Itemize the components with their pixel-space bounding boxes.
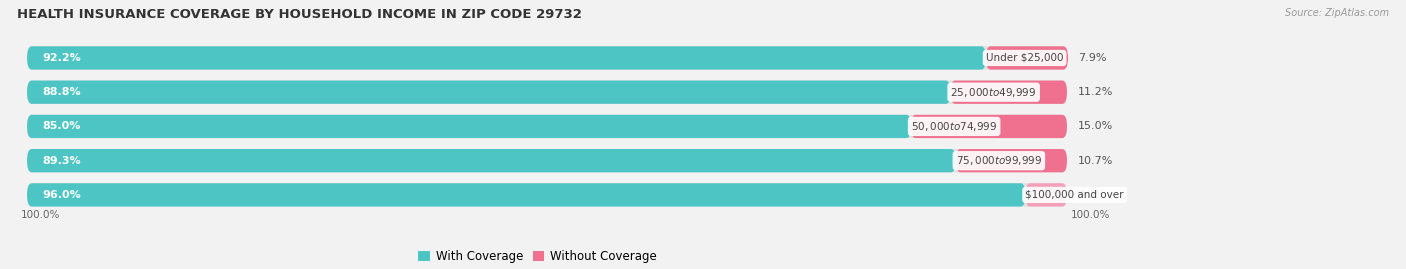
FancyBboxPatch shape [27, 183, 1067, 207]
Text: 7.9%: 7.9% [1078, 53, 1107, 63]
Text: 10.7%: 10.7% [1077, 156, 1112, 166]
Text: 100.0%: 100.0% [21, 210, 60, 220]
Text: $100,000 and over: $100,000 and over [1025, 190, 1123, 200]
Text: 92.2%: 92.2% [42, 53, 82, 63]
FancyBboxPatch shape [27, 46, 986, 70]
Text: 89.3%: 89.3% [42, 156, 82, 166]
Text: 85.0%: 85.0% [42, 121, 82, 132]
FancyBboxPatch shape [27, 149, 956, 172]
Text: $25,000 to $49,999: $25,000 to $49,999 [950, 86, 1036, 99]
FancyBboxPatch shape [27, 80, 1067, 104]
FancyBboxPatch shape [27, 80, 950, 104]
Text: 11.2%: 11.2% [1077, 87, 1112, 97]
FancyBboxPatch shape [986, 46, 1069, 70]
FancyBboxPatch shape [1025, 183, 1067, 207]
FancyBboxPatch shape [950, 80, 1067, 104]
FancyBboxPatch shape [27, 115, 1067, 138]
Text: $75,000 to $99,999: $75,000 to $99,999 [956, 154, 1042, 167]
FancyBboxPatch shape [27, 149, 1067, 172]
FancyBboxPatch shape [27, 183, 1025, 207]
Text: $50,000 to $74,999: $50,000 to $74,999 [911, 120, 997, 133]
FancyBboxPatch shape [911, 115, 1067, 138]
Text: 15.0%: 15.0% [1077, 121, 1112, 132]
Text: 88.8%: 88.8% [42, 87, 82, 97]
Text: Under $25,000: Under $25,000 [986, 53, 1063, 63]
Legend: With Coverage, Without Coverage: With Coverage, Without Coverage [413, 245, 662, 267]
FancyBboxPatch shape [27, 46, 1067, 70]
Text: 4.0%: 4.0% [1077, 190, 1105, 200]
Text: HEALTH INSURANCE COVERAGE BY HOUSEHOLD INCOME IN ZIP CODE 29732: HEALTH INSURANCE COVERAGE BY HOUSEHOLD I… [17, 8, 582, 21]
Text: Source: ZipAtlas.com: Source: ZipAtlas.com [1285, 8, 1389, 18]
FancyBboxPatch shape [27, 115, 911, 138]
Text: 96.0%: 96.0% [42, 190, 82, 200]
FancyBboxPatch shape [956, 149, 1067, 172]
Text: 100.0%: 100.0% [1071, 210, 1111, 220]
